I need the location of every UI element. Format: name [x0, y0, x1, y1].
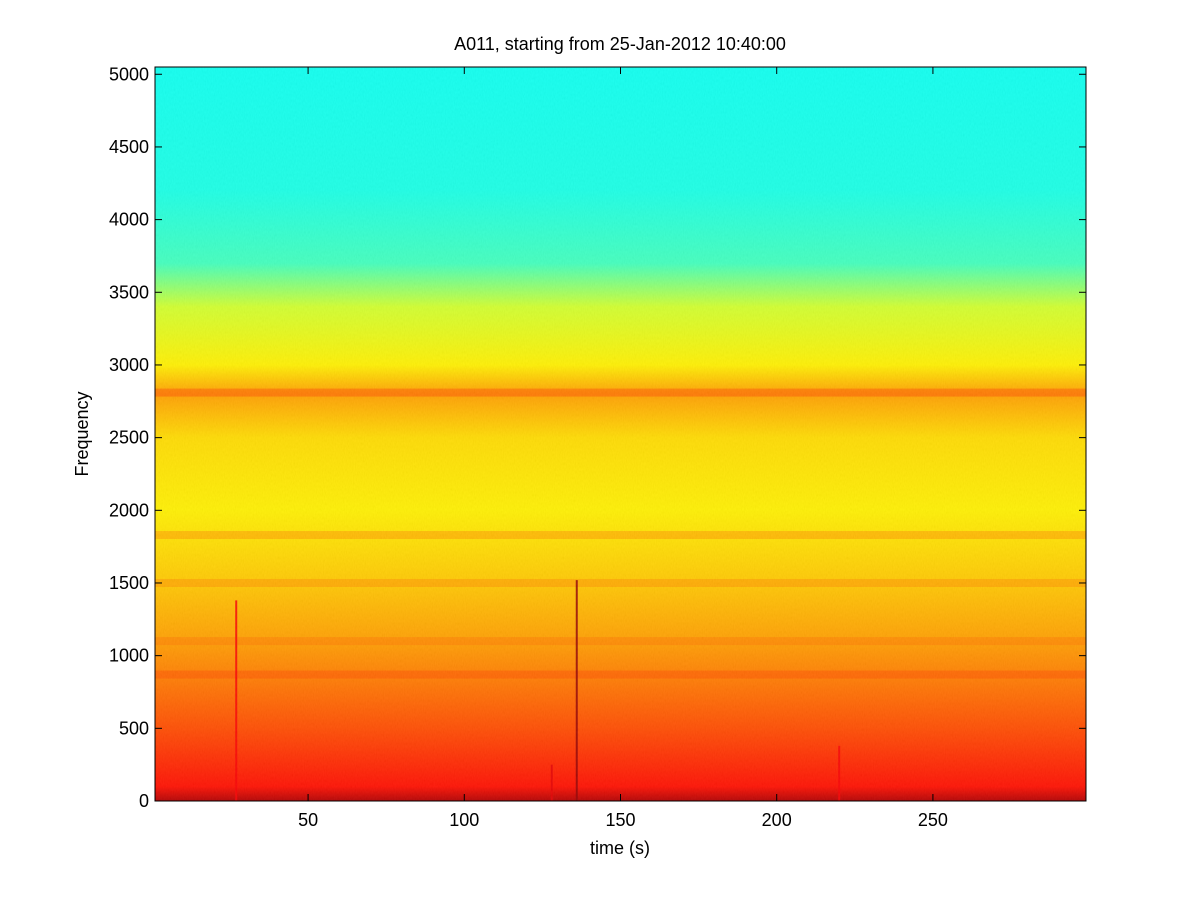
y-axis-ticks: 0 500 1000 1500 2000 2500 3000 3500 4000 4500 5000: [109, 64, 1086, 811]
y-tick-label: 1000: [109, 646, 149, 666]
x-tick-label: 100: [449, 810, 479, 830]
noise-texture: [155, 67, 1086, 801]
y-tick-label: 2000: [109, 500, 149, 520]
x-tick-label: 200: [762, 810, 792, 830]
y-tick-label: 1500: [109, 573, 149, 593]
y-tick-label: 4000: [109, 210, 149, 230]
y-axis-label: Frequency: [72, 391, 92, 476]
plot-area: [154, 66, 1087, 802]
x-tick-label: 50: [298, 810, 318, 830]
x-axis-ticks: 50 100 150 200 250: [298, 67, 948, 830]
x-tick-label: 150: [605, 810, 635, 830]
x-axis-label: time (s): [590, 838, 650, 858]
y-tick-label: 5000: [109, 64, 149, 84]
chart-title: A011, starting from 25-Jan-2012 10:40:00: [454, 34, 786, 54]
y-tick-label: 500: [119, 718, 149, 738]
y-tick-label: 3500: [109, 282, 149, 302]
y-tick-label: 4500: [109, 137, 149, 157]
y-tick-label: 2500: [109, 428, 149, 448]
x-tick-label: 250: [918, 810, 948, 830]
y-tick-label: 0: [139, 791, 149, 811]
y-tick-label: 3000: [109, 355, 149, 375]
